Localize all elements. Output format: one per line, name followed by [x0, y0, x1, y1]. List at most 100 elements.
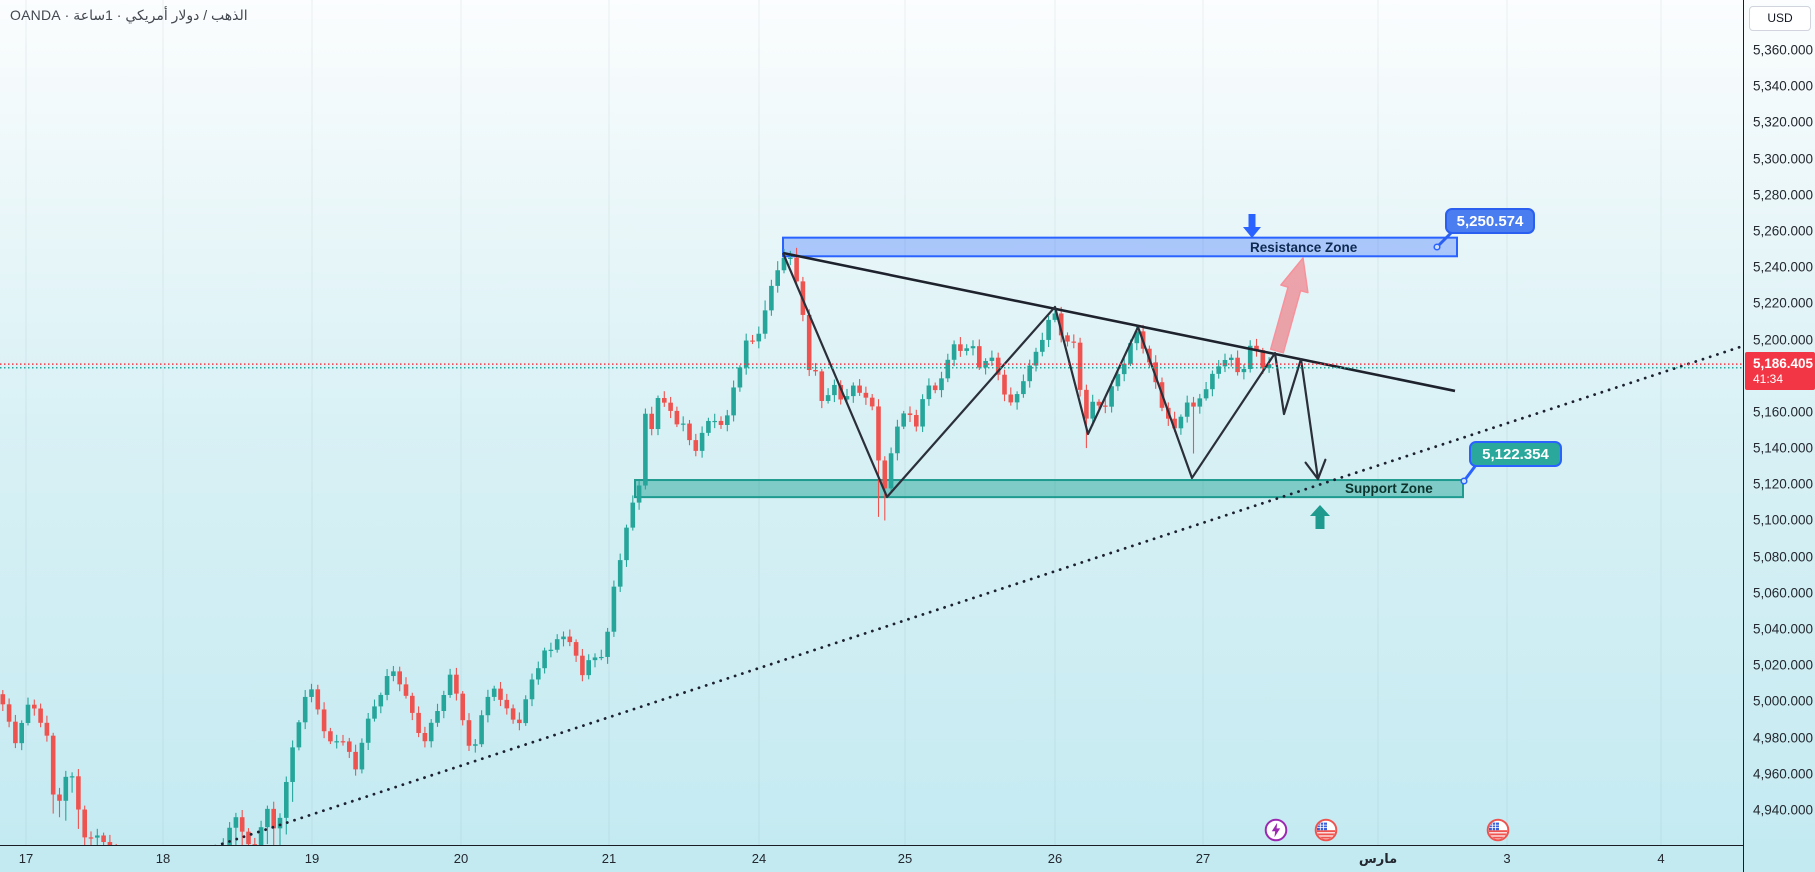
candle [869, 394, 875, 411]
support-price-callout-box[interactable] [1469, 441, 1562, 467]
candle [1090, 394, 1095, 426]
candle [1058, 306, 1064, 343]
candle [1027, 359, 1032, 388]
candle [315, 684, 321, 715]
candle [504, 693, 510, 715]
candle [1065, 332, 1070, 347]
candle [1103, 398, 1108, 414]
time-tick-label: 24 [751, 851, 767, 866]
candle [491, 685, 497, 702]
candle [939, 371, 944, 398]
candle [1121, 356, 1127, 382]
candle [945, 353, 951, 383]
blue-down-arrow[interactable] [1243, 214, 1261, 238]
candle [1153, 355, 1158, 389]
candle [718, 416, 724, 429]
candle [397, 666, 402, 692]
price-tick-label: 5,220.000 [1753, 295, 1814, 311]
candle [485, 689, 491, 723]
candle [302, 690, 308, 730]
time-tick-label: 21 [601, 851, 617, 866]
time-tick-label: 19 [304, 851, 320, 866]
price-tick-label: 4,980.000 [1753, 730, 1814, 746]
time-tick-label: 3 [1503, 851, 1511, 866]
time-axis[interactable]: 17 18 19 20 21 24 25 26 27 مارس 3 4 [0, 845, 1743, 872]
candle [542, 647, 547, 674]
resistance-price-callout-box[interactable] [1445, 208, 1535, 234]
candle [76, 769, 81, 829]
green-up-arrow[interactable] [1310, 505, 1330, 529]
candle [384, 669, 390, 701]
candle [876, 399, 881, 517]
candle [1008, 387, 1014, 406]
zigzag-wave-line[interactable] [781, 252, 1320, 499]
candle [1014, 391, 1020, 410]
candle [479, 710, 484, 748]
descending-trendline[interactable] [782, 251, 1456, 393]
candle [548, 642, 554, 658]
candle [1235, 350, 1240, 376]
time-tick-label: 25 [897, 851, 913, 866]
support-zone-rect[interactable] [634, 479, 1464, 499]
candle [95, 828, 100, 845]
candle [447, 668, 453, 698]
candle [410, 692, 415, 721]
price-tick-label: 5,360.000 [1753, 42, 1814, 58]
bar-countdown: 41:34 [1753, 372, 1784, 386]
candle [662, 391, 667, 407]
zigzag-arrowhead [1316, 458, 1327, 481]
candle [554, 634, 560, 653]
chart-pane[interactable]: Resistance Zone Support Zone 5,250.574 5,12… [0, 0, 1743, 845]
time-tick-label: 4 [1657, 851, 1665, 866]
resistance-zone-rect[interactable] [782, 236, 1458, 258]
candle [756, 326, 762, 349]
currency-button[interactable]: USD [1749, 6, 1811, 31]
candle [239, 809, 245, 845]
ascending-dotted-trendline[interactable] [214, 344, 1743, 845]
price-tick-label: 5,320.000 [1753, 114, 1814, 130]
candle [769, 279, 774, 316]
candle [353, 744, 358, 776]
candle [1096, 399, 1102, 410]
candle [580, 648, 585, 682]
candle [460, 691, 465, 726]
candle [101, 832, 106, 845]
candle [50, 732, 56, 814]
candle [964, 344, 969, 356]
candle [328, 727, 333, 745]
candle [649, 406, 654, 436]
candle [725, 409, 730, 432]
candle [617, 553, 623, 592]
price-tick-label: 5,040.000 [1753, 621, 1814, 637]
us-flag-event-icon[interactable] [1486, 818, 1510, 842]
candle [605, 627, 610, 664]
candle [246, 828, 251, 845]
candle [586, 654, 591, 680]
candle [1178, 414, 1184, 435]
candle [296, 720, 302, 751]
candle [951, 340, 957, 367]
candle [1229, 354, 1234, 367]
price-tick-label: 5,120.000 [1753, 476, 1814, 492]
economic-event-lightning-icon[interactable] [1264, 818, 1288, 842]
candle [63, 770, 69, 821]
price-tick-label: 5,260.000 [1753, 223, 1814, 239]
pink-up-arrow[interactable] [1269, 257, 1309, 354]
price-axis[interactable]: USD 5,360.000 5,340.000 5,320.000 5,300.000… [1743, 0, 1815, 872]
symbol-title[interactable]: الذهب / دولار أمريكي · 1ساعة · OANDA [10, 7, 248, 23]
candle [851, 382, 856, 403]
candle [466, 713, 472, 752]
candle [284, 776, 289, 835]
price-tick-label: 5,160.000 [1753, 404, 1814, 420]
candle [372, 699, 377, 722]
candle [611, 580, 617, 637]
candle [806, 309, 812, 377]
support-price-callout-anchor-dot [1460, 477, 1468, 485]
candle [359, 738, 365, 774]
candle [561, 631, 566, 647]
candle [743, 333, 749, 375]
candle [19, 720, 24, 751]
us-flag-event-icon[interactable] [1314, 818, 1338, 842]
price-tick-label: 5,080.000 [1753, 549, 1814, 565]
candle [1191, 396, 1196, 454]
